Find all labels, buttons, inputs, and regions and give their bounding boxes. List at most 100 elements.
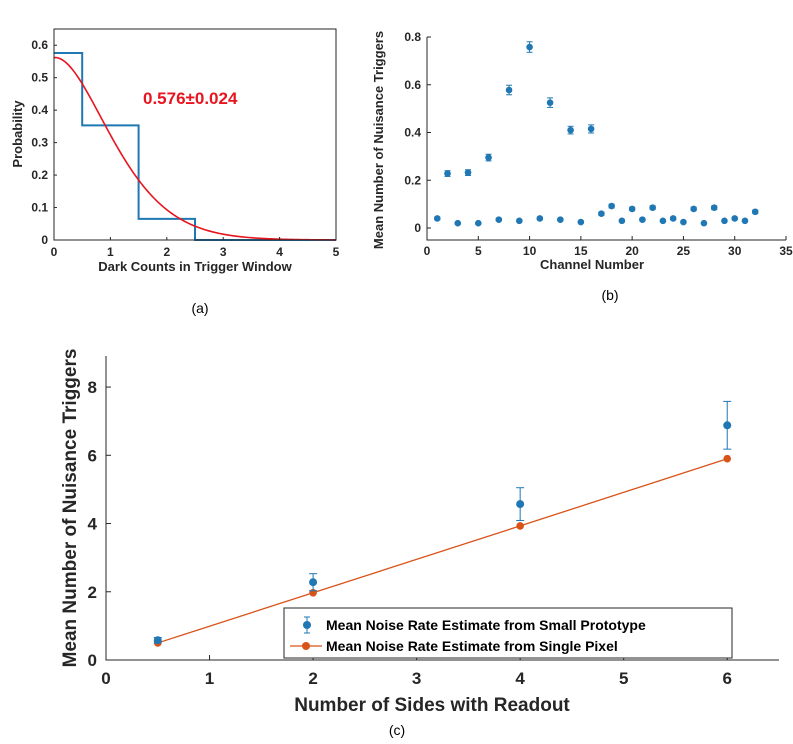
panel-c-caption: (c) [389,722,405,738]
panel-b-data-point [741,217,749,225]
panel-b-ytick-label: 0.8 [404,30,421,44]
panel-c-prototype-point [516,500,525,509]
legend-item-single-pixel: Mean Noise Rate Estimate from Single Pix… [326,638,618,654]
panel-b-data-point [731,215,739,222]
panel-a-histogram-steps [54,52,336,241]
panel-b-data-point [536,215,544,222]
legend-line-point-symbol [302,642,310,650]
panel-a-ytick-label: 0.1 [31,201,48,215]
panel-b-data-point [690,205,697,213]
panel-b-data-point [639,216,646,223]
panel-b-xtick-label: 25 [677,244,691,258]
panel-b-xtick-label: 30 [728,244,742,258]
panel-c-xtick-label: 5 [619,669,628,688]
panel-b-data-point [587,125,595,133]
panel-c-plot-area [153,400,732,647]
panel-a-ytick-label: 0.2 [31,168,48,182]
panel-b-data-point [505,86,513,94]
panel-c-xtick-label: 0 [101,669,110,688]
panel-c-xtick-label: 3 [412,669,421,688]
panel-c-prototype-point [309,578,318,587]
panel-b-data-point [454,219,462,227]
panel-b-data-point [700,219,708,227]
panel-c-ylabel: Mean Number of Nuisance Triggers [60,349,81,668]
panel-b-xtick-label: 10 [523,244,537,258]
panel-c-ytick-label: 8 [88,378,97,397]
panel-a-caption: (a) [191,300,208,316]
panel-c-single-pixel-line [157,458,728,644]
panel-b-data-point [710,204,718,212]
panel-c-xtick-label: 2 [308,669,317,688]
panel-a-poisson-curve [53,56,336,241]
panel-b-data-point [474,219,482,227]
panel-b-data-point [628,205,636,213]
panel-a-ytick-label: 0.4 [31,103,48,117]
panel-b-ytick-label: 0.2 [404,173,421,187]
panel-c-single-pixel-point [516,522,524,530]
panel-a-xtick-label: 1 [107,245,114,259]
panel-b-xlabel: Channel Number [540,257,644,272]
legend-item-small-prototype: Mean Noise Rate Estimate from Small Prot… [326,617,646,633]
panel-b-data-point [433,215,441,222]
panel-c-single-pixel-point [723,454,732,463]
panel-b-data-point [649,204,656,212]
panel-b-data-point [751,208,759,216]
panel-b-ytick-label: 0.6 [404,78,421,92]
panel-b-xtick-label: 15 [574,244,588,258]
panel-c-prototype-point [153,636,162,645]
panel-b-data-point [557,216,564,223]
panel-a-xtick-label: 2 [163,245,170,259]
panel-b-xtick-label: 5 [475,244,482,258]
panel-a-ytick-label: 0 [41,233,48,247]
panel-c-ytick-label: 4 [88,515,98,534]
panel-a-xtick-label: 4 [276,245,283,259]
panel-b-data-point [485,154,492,161]
panel-a-axes-box [53,28,337,241]
panel-b-data-point [721,217,728,225]
panel-b-xtick-label: 35 [779,244,793,258]
panel-b: 0 5 10 15 20 25 30 35 0 0.2 0.4 0.6 0.8 Channel Num… [371,30,793,303]
panel-c-xtick-label: 6 [722,669,731,688]
panel-a-plot-area [53,52,336,241]
panel-b-data-point [495,216,503,223]
panel-b-xtick-label: 20 [625,244,639,258]
panel-a-y-ticks: 0 0.1 0.2 0.3 0.4 0.5 0.6 [31,38,57,247]
panel-a-ytick-label: 0.3 [31,136,48,150]
panel-b-plot-area [433,41,759,227]
panel-b-data-point [526,43,533,51]
panel-c-legend: Mean Noise Rate Estimate from Small Prot… [283,607,733,659]
panel-b-data-point [680,218,687,226]
panel-b-y-ticks: 0 0.2 0.4 0.6 0.8 [404,30,431,235]
panel-c-xlabel: Number of Sides with Readout [294,695,570,716]
panel-b-data-point [464,169,472,176]
panel-c-xtick-label: 4 [515,669,525,688]
panel-c: 0 1 2 3 4 5 6 0 2 4 6 8 Number of Sides with Reado… [60,349,779,738]
panel-c-ytick-label: 6 [88,446,97,465]
legend-box [283,607,733,659]
panel-b-data-point [567,126,574,134]
panel-a-annotation: 0.576±0.024 [143,89,238,108]
panel-b-data-point [577,218,585,226]
panel-b-ylabel: Mean Number of Nuisance Triggers [371,31,386,249]
panel-b-data-point [444,170,451,177]
panel-b-ytick-label: 0 [414,221,421,235]
panel-b-x-ticks: 0 5 10 15 20 25 30 35 [424,236,793,258]
panel-b-data-point [669,215,677,222]
panel-c-ytick-label: 2 [88,583,97,602]
panel-a-ylabel: Probability [10,100,25,168]
panel-b-data-point [618,217,626,225]
panel-b-data-point [659,217,667,225]
panel-a-x-ticks: 0 1 2 3 4 5 [51,237,340,259]
panel-a-ytick-label: 0.6 [31,38,48,52]
panel-b-ytick-label: 0.4 [404,126,421,140]
panel-b-axes [426,37,786,241]
legend-marker-line [290,642,322,650]
panel-a-ytick-label: 0.5 [31,71,48,85]
panel-b-caption: (b) [601,287,618,303]
panel-c-prototype-point [723,421,732,430]
panel-a-xtick-label: 3 [220,245,227,259]
legend-marker-errorbar [303,616,311,634]
legend-point-symbol [303,621,311,629]
panel-c-y-ticks: 0 2 4 6 8 [88,378,111,670]
